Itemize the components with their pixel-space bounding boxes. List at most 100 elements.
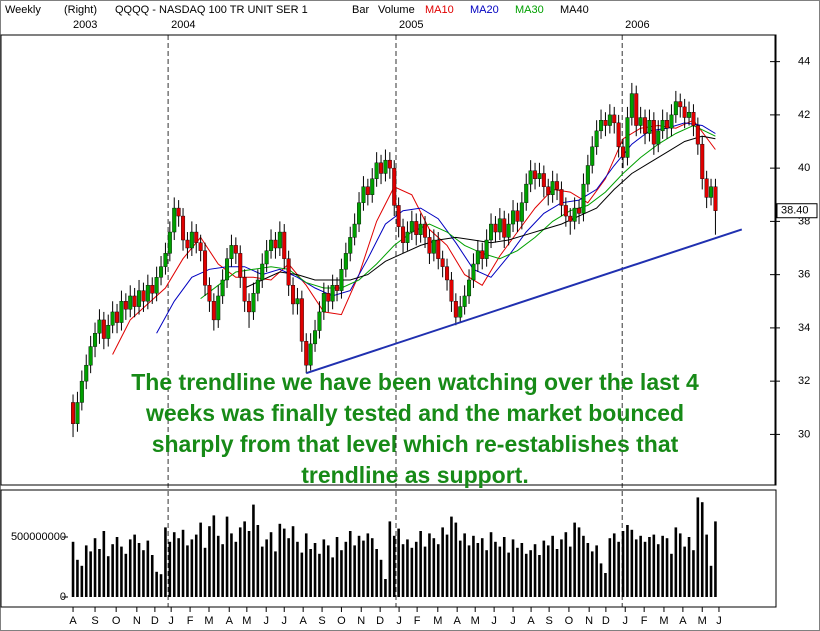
x-tick-label: N bbox=[357, 615, 365, 627]
candle-body bbox=[379, 162, 384, 174]
candle-body bbox=[524, 183, 529, 203]
candle-body bbox=[651, 120, 656, 145]
candle-body bbox=[71, 402, 76, 424]
candle-body bbox=[713, 186, 718, 211]
period: Weekly bbox=[5, 4, 41, 16]
candle-body bbox=[159, 266, 164, 278]
volume-bar bbox=[577, 527, 581, 597]
legend-entry: MA20 bbox=[470, 4, 499, 16]
candle-body bbox=[519, 202, 524, 222]
candle-body bbox=[115, 311, 120, 323]
candle-body bbox=[568, 215, 573, 222]
volume-bar bbox=[502, 537, 506, 597]
candle-body bbox=[176, 207, 181, 217]
volume-bar bbox=[384, 579, 387, 597]
x-tick-label: A bbox=[299, 615, 307, 627]
volume-bar bbox=[124, 553, 128, 597]
volume-bar bbox=[458, 540, 462, 597]
candle-body bbox=[669, 114, 674, 129]
volume-bar bbox=[564, 532, 568, 597]
volume-bar bbox=[375, 549, 378, 597]
candle-body bbox=[497, 218, 502, 233]
x-tick-label: S bbox=[545, 615, 552, 627]
candle-body bbox=[647, 120, 652, 134]
volume-bar bbox=[573, 522, 576, 597]
candle-body bbox=[273, 239, 278, 249]
volume-bar bbox=[634, 539, 638, 597]
x-tick-label: M bbox=[659, 615, 668, 627]
volume-bar bbox=[199, 522, 202, 597]
candle-body bbox=[370, 178, 375, 195]
y-tick-label: 38 bbox=[798, 215, 810, 227]
x-tick-label: J bbox=[510, 615, 516, 627]
chart-title: QQQQ - NASDAQ 100 TR UNIT SER 1 bbox=[115, 4, 308, 16]
y-tick-label: 32 bbox=[798, 375, 810, 387]
volume-bar bbox=[687, 537, 691, 597]
volume-bar bbox=[555, 549, 559, 597]
candle-body bbox=[603, 120, 608, 126]
candle-body bbox=[480, 250, 485, 259]
volume-bar bbox=[120, 546, 123, 597]
candle-body bbox=[682, 106, 687, 118]
candle-body bbox=[220, 279, 225, 297]
candle-body bbox=[198, 242, 203, 251]
volume-bar bbox=[256, 525, 260, 597]
candle-body bbox=[449, 279, 454, 302]
volume-bar bbox=[714, 521, 717, 597]
candle-body bbox=[537, 173, 542, 179]
x-tick-label: D bbox=[602, 615, 610, 627]
candle-body bbox=[475, 250, 480, 265]
volume-bar bbox=[181, 529, 185, 597]
candle-body bbox=[581, 183, 586, 214]
volume-bar bbox=[485, 550, 488, 597]
candle-body bbox=[533, 170, 538, 179]
candle-body bbox=[515, 210, 520, 222]
volume-label: Volume bbox=[378, 4, 415, 16]
year-label: 2005 bbox=[399, 19, 423, 31]
volume-bar bbox=[133, 534, 136, 597]
volume-bar bbox=[111, 544, 114, 597]
candle-body bbox=[233, 245, 238, 254]
volume-bar bbox=[683, 546, 686, 597]
candle-body bbox=[423, 223, 428, 238]
volume-bar bbox=[106, 556, 110, 597]
volume-tick-label: 500000000 bbox=[11, 531, 66, 543]
x-tick-label: J bbox=[491, 615, 497, 627]
volume-bar bbox=[164, 527, 167, 597]
volume-bar bbox=[177, 538, 180, 597]
legend-entry: MA30 bbox=[515, 4, 544, 16]
candle-body bbox=[255, 279, 260, 294]
candle-body bbox=[88, 346, 93, 366]
candle-body bbox=[445, 266, 450, 281]
volume-bar bbox=[445, 534, 449, 597]
candle-body bbox=[119, 301, 124, 323]
candle-body bbox=[541, 173, 546, 187]
volume-bar bbox=[309, 549, 312, 597]
candle-body bbox=[691, 112, 696, 126]
candle-body bbox=[594, 130, 599, 148]
volume-bar bbox=[419, 531, 422, 597]
candle-body bbox=[225, 258, 230, 281]
volume-bar bbox=[670, 553, 673, 597]
candle-body bbox=[229, 245, 234, 259]
candle-body bbox=[352, 223, 357, 238]
candle-body bbox=[431, 239, 436, 254]
candle-body bbox=[704, 178, 709, 198]
candle-body bbox=[629, 93, 634, 118]
annotation: The trendline we have been watching over… bbox=[131, 369, 699, 395]
candle-body bbox=[247, 301, 252, 313]
volume-bar bbox=[467, 545, 471, 597]
x-tick-label: N bbox=[133, 615, 141, 627]
candle-body bbox=[295, 298, 300, 305]
volume-bar bbox=[98, 549, 101, 597]
candle-body bbox=[97, 319, 102, 334]
candle-body bbox=[123, 301, 128, 310]
volume-bar bbox=[212, 515, 216, 597]
volume-bar bbox=[128, 539, 132, 597]
x-tick-label: A bbox=[226, 615, 234, 627]
volume-bar bbox=[190, 539, 194, 597]
volume-bar bbox=[472, 535, 475, 597]
volume-bar bbox=[652, 534, 656, 597]
